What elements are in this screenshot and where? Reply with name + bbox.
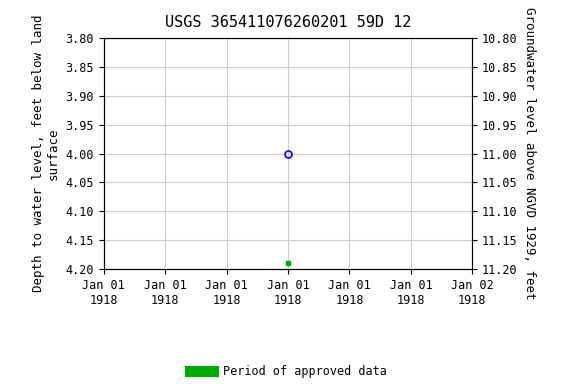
Title: USGS 365411076260201 59D 12: USGS 365411076260201 59D 12 [165, 15, 411, 30]
Y-axis label: Groundwater level above NGVD 1929, feet: Groundwater level above NGVD 1929, feet [523, 7, 536, 300]
Y-axis label: Depth to water level, feet below land
surface: Depth to water level, feet below land su… [32, 15, 60, 292]
Legend: Period of approved data: Period of approved data [185, 360, 391, 383]
